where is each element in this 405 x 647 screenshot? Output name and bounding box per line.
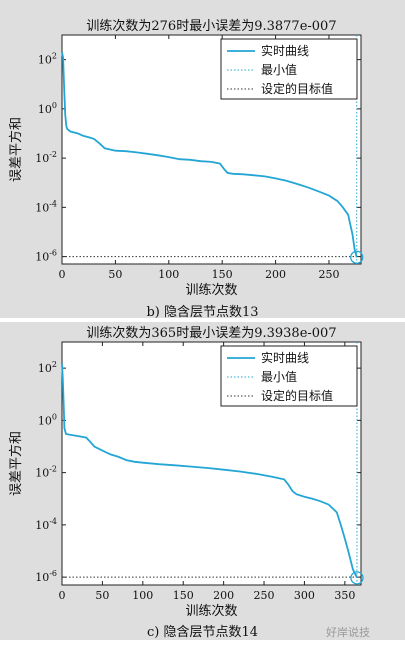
chart-b: 训练次数为276时最小误差为9.3877e-007 0 50 100 150 200 250… [8, 18, 364, 298]
x-tick-label: 50 [95, 589, 109, 602]
legend-item-realtime: 实时曲线 [261, 350, 309, 365]
y-tick-label: 10-2 [35, 465, 57, 480]
y-axis-label: 误差平方和 [8, 431, 24, 496]
legend-item-goal: 设定的目标值 [261, 388, 333, 403]
x-tick-label: 350 [334, 589, 355, 602]
x-tick-label: 300 [294, 589, 315, 602]
x-tick-label: 100 [132, 589, 153, 602]
x-tick-label: 0 [59, 589, 66, 602]
y-tick-label: 10-2 [35, 150, 57, 165]
y-axis-label: 误差平方和 [8, 117, 24, 182]
chart-title: 训练次数为276时最小误差为9.3877e-007 [86, 18, 336, 34]
x-tick-label: 150 [173, 589, 194, 602]
x-tick-label: 200 [213, 589, 234, 602]
x-tick-label: 0 [59, 268, 66, 281]
y-tick-label: 10-6 [35, 569, 57, 584]
legend-item-min: 最小值 [261, 369, 297, 384]
legend-item-min: 最小值 [261, 62, 297, 77]
x-tick-label: 150 [212, 268, 233, 281]
y-tick-label: 100 [38, 101, 57, 116]
watermark-text: 好岸说技 [326, 626, 370, 639]
x-tick-label: 250 [318, 268, 339, 281]
y-tick-label: 10-4 [35, 199, 57, 214]
chart-title: 训练次数为365时最小误差为9.3938e-007 [86, 325, 336, 341]
legend-box [220, 38, 358, 100]
x-tick-label: 250 [254, 589, 275, 602]
chart-panel-c: 训练次数为365时最小误差为9.3938e-007 0 50 100 150 200 250… [0, 322, 405, 640]
legend-item-realtime: 实时曲线 [261, 43, 309, 58]
legend-item-goal: 设定的目标值 [261, 81, 333, 96]
y-tick-label: 102 [38, 360, 57, 375]
x-axis-label: 训练次数 [185, 282, 237, 298]
x-axis-label: 训练次数 [185, 603, 237, 619]
error-curve [61, 363, 358, 579]
min-point-marker [350, 250, 364, 264]
x-tick-label: 50 [108, 268, 122, 281]
y-tick-label: 100 [38, 412, 57, 427]
chart-c: 训练次数为365时最小误差为9.3938e-007 0 50 100 150 200 250… [8, 325, 364, 619]
y-tick-label: 10-4 [35, 517, 57, 532]
chart-panel-b: 训练次数为276时最小误差为9.3877e-007 0 50 100 150 200 250… [0, 0, 405, 318]
caption-c: c) 隐含层节点数14 [146, 625, 259, 640]
min-point-marker [350, 571, 364, 585]
error-curve [61, 52, 358, 258]
x-tick-label: 100 [158, 268, 179, 281]
y-tick-label: 102 [38, 52, 57, 67]
y-tick-label: 10-6 [35, 249, 57, 264]
caption-b: b) 隐含层节点数13 [146, 305, 259, 320]
legend-box [220, 345, 358, 407]
x-tick-label: 200 [265, 268, 286, 281]
